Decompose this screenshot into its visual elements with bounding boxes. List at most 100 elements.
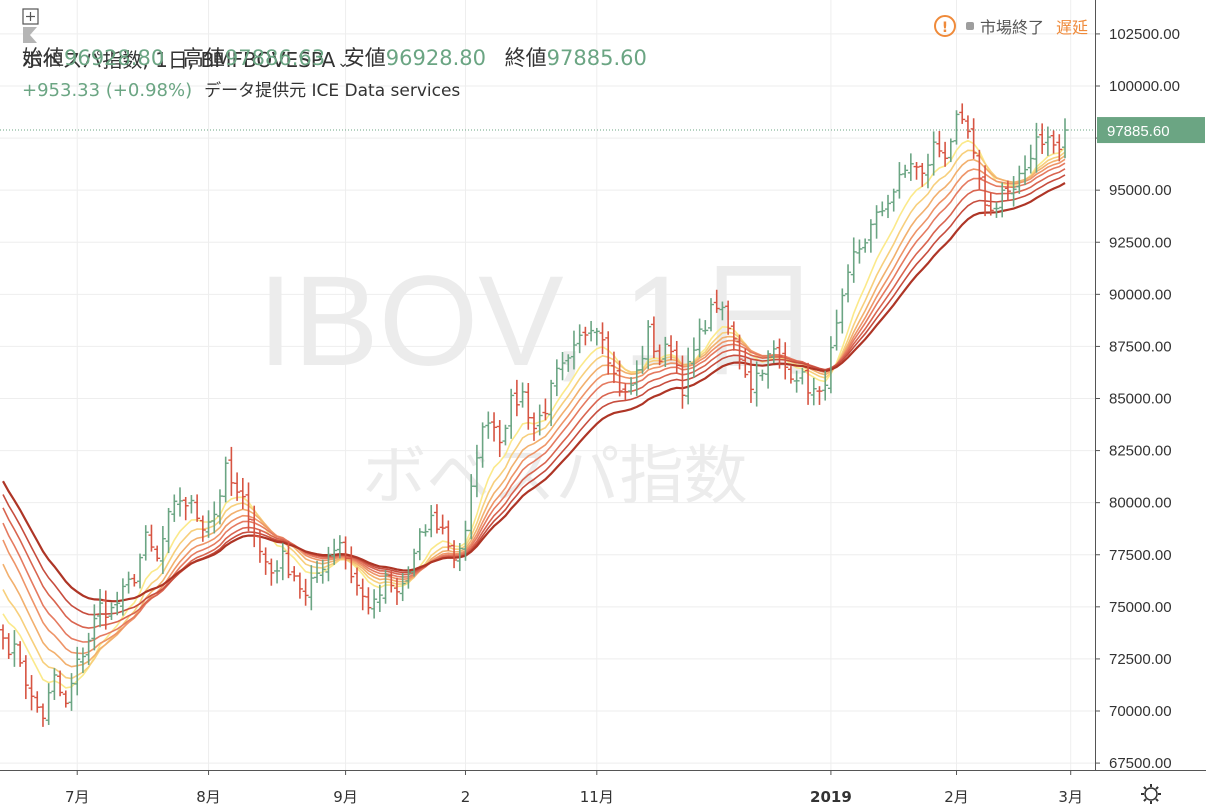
candle [119, 578, 126, 616]
candle [228, 446, 235, 496]
y-tick-label: 70000.00 [1109, 703, 1172, 720]
candle [747, 359, 754, 403]
candle [319, 559, 326, 584]
candle [959, 103, 966, 124]
candle [936, 130, 943, 158]
candle [964, 115, 971, 139]
candle [154, 545, 161, 562]
candle [85, 632, 92, 665]
candle [656, 344, 663, 366]
x-axis-labels: 7月 8月 9月 2 11月 2019 2月 3月 [65, 770, 1083, 806]
expand-plus-icon[interactable] [22, 8, 40, 26]
candle [291, 566, 298, 582]
candle [593, 327, 600, 346]
candle [0, 624, 6, 650]
watermark-symbol: IBOV, 1日 [258, 250, 822, 393]
candle [479, 422, 486, 468]
candle [348, 546, 355, 584]
y-tick-label: 100000.00 [1109, 78, 1180, 95]
candle [256, 530, 263, 563]
candle [953, 110, 960, 145]
y-tick-label: 80000.00 [1109, 495, 1172, 512]
candle [1016, 165, 1023, 194]
candle [970, 118, 977, 159]
candle [274, 560, 281, 584]
ema-line [2, 162, 1066, 643]
delay-label[interactable]: 遅延 [1055, 18, 1088, 37]
gear-ring [1144, 787, 1158, 801]
high-label: 高値 [182, 46, 225, 70]
candle [856, 239, 863, 264]
candle [690, 337, 697, 378]
flag-icon[interactable] [22, 26, 38, 44]
candle [736, 334, 743, 370]
open-value: 96928.80 [64, 46, 165, 70]
candle [371, 589, 378, 619]
candle [650, 316, 657, 359]
candle [924, 153, 931, 189]
chart-header: ボベスパ指数, 1日, BMFBOVESPA ⌄ 始値96928.80 高値978… [0, 0, 1095, 110]
candle [268, 558, 275, 586]
candle [102, 590, 109, 630]
candle [51, 668, 58, 700]
candle [199, 515, 206, 542]
candle [713, 289, 720, 313]
candle [416, 528, 423, 561]
candle [245, 482, 252, 532]
candle [325, 546, 332, 582]
candle [296, 572, 303, 599]
candle [753, 361, 760, 407]
y-tick-label: 90000.00 [1109, 286, 1172, 303]
candle [599, 322, 606, 355]
candle [62, 690, 69, 708]
candle [57, 670, 64, 697]
candle [74, 646, 81, 696]
candle [679, 355, 686, 409]
candle [1027, 144, 1034, 174]
data-source: データ提供元 ICE Data services [204, 81, 461, 101]
candle [177, 487, 183, 517]
candle [628, 377, 635, 395]
candle [182, 496, 189, 521]
gear-icon[interactable] [1141, 784, 1161, 804]
chevron-down-icon[interactable]: ⌄ [337, 55, 350, 71]
candle [79, 647, 86, 674]
symbol-title-row[interactable]: ボベスパ指数, 1日, BMFBOVESPA ⌄ [22, 8, 349, 73]
candle [947, 138, 954, 163]
close-label: 終値 [504, 46, 547, 70]
market-status[interactable]: ! 市場終了 遅延 [933, 14, 1088, 38]
candle [879, 201, 886, 217]
candle [485, 411, 492, 439]
gear-tooth [1143, 786, 1147, 790]
last-price-badge: 97885.60 [1097, 117, 1205, 144]
candle [165, 507, 172, 554]
candle [730, 321, 737, 351]
open-label: 始値 [22, 46, 64, 70]
candle [456, 543, 463, 572]
warning-icon[interactable]: ! [933, 15, 956, 37]
y-tick-label: 87500.00 [1109, 338, 1172, 355]
candle [502, 424, 509, 446]
candle [45, 683, 52, 725]
candle [205, 510, 212, 538]
candle [22, 655, 29, 700]
candle [896, 162, 903, 199]
candle [439, 514, 446, 535]
candle [890, 188, 897, 212]
candle [137, 553, 144, 589]
candle [696, 318, 703, 358]
candle [976, 149, 983, 190]
candle [776, 338, 783, 369]
candle [576, 324, 583, 354]
candle [68, 673, 75, 711]
ema-line [2, 158, 1066, 655]
x-tick-label: 9月 [333, 788, 358, 806]
candle [131, 574, 138, 587]
candle [302, 578, 309, 606]
candle [1044, 126, 1051, 156]
ema-line [2, 182, 1066, 603]
candle [839, 288, 846, 334]
candle [108, 602, 115, 621]
